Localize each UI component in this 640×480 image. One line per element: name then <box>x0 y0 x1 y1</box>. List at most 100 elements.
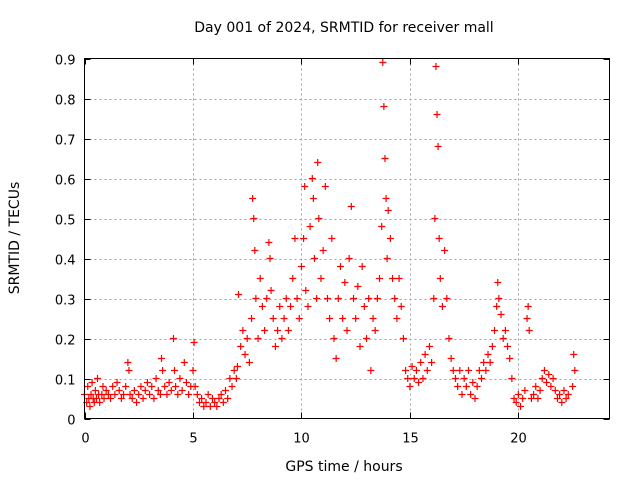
data-point <box>538 375 546 382</box>
data-point <box>250 215 258 222</box>
data-point <box>248 315 256 322</box>
data-point <box>115 387 123 394</box>
data-point <box>100 395 108 402</box>
x-axis-label: GPS time / hours <box>285 459 402 475</box>
data-point <box>159 367 167 374</box>
data-point <box>389 275 397 282</box>
y-tick-label: 0.2 <box>55 334 76 349</box>
data-point <box>172 383 180 390</box>
data-point <box>128 395 136 402</box>
data-point <box>326 315 334 322</box>
data-point <box>435 235 443 242</box>
data-point <box>133 399 141 406</box>
data-point <box>176 375 184 382</box>
data-points <box>81 59 579 410</box>
data-point <box>558 399 566 406</box>
data-point <box>163 391 171 398</box>
data-point <box>547 383 555 390</box>
data-point <box>356 343 364 350</box>
data-point <box>169 335 177 342</box>
data-point <box>243 335 251 342</box>
data-point <box>148 383 156 390</box>
data-point <box>471 395 479 402</box>
plot-frame <box>84 58 610 419</box>
data-point <box>415 379 423 386</box>
data-point <box>254 335 262 342</box>
data-point <box>494 279 502 286</box>
data-point <box>460 375 468 382</box>
data-point <box>458 391 466 398</box>
x-tick-label: 5 <box>189 432 197 447</box>
data-point <box>249 195 257 202</box>
data-point <box>495 295 503 302</box>
x-tick-label: 10 <box>293 432 310 447</box>
data-point <box>551 387 559 394</box>
data-point <box>314 159 322 166</box>
data-point <box>354 283 362 290</box>
data-point <box>486 359 494 366</box>
data-point <box>230 367 238 374</box>
data-point <box>343 327 351 334</box>
data-point <box>263 295 271 302</box>
data-point <box>86 403 94 410</box>
data-point <box>278 335 286 342</box>
data-point <box>445 335 453 342</box>
data-point <box>258 303 266 310</box>
data-point <box>358 263 366 270</box>
data-point <box>204 391 212 398</box>
data-point <box>451 375 459 382</box>
data-point <box>310 255 318 262</box>
data-point <box>382 195 390 202</box>
data-point <box>87 391 95 398</box>
data-point <box>124 359 132 366</box>
data-point <box>150 395 158 402</box>
data-point <box>334 295 342 302</box>
data-point <box>295 315 303 322</box>
data-point <box>521 387 529 394</box>
data-point <box>302 287 310 294</box>
data-point <box>94 375 102 382</box>
data-point <box>560 387 568 394</box>
data-point <box>171 367 179 374</box>
data-point <box>360 303 368 310</box>
data-point <box>433 111 441 118</box>
data-point <box>266 255 274 262</box>
data-point <box>137 383 145 390</box>
data-point <box>245 359 253 366</box>
data-point <box>211 399 219 406</box>
data-point <box>449 367 457 374</box>
data-point <box>443 295 451 302</box>
data-point <box>287 303 295 310</box>
data-point <box>213 403 221 410</box>
data-point <box>297 263 305 270</box>
data-point <box>301 183 309 190</box>
data-point <box>523 315 531 322</box>
data-point <box>267 287 275 294</box>
data-point <box>139 395 147 402</box>
data-point <box>96 399 104 406</box>
data-point <box>226 375 234 382</box>
data-point <box>330 335 338 342</box>
data-point <box>304 303 312 310</box>
data-point <box>402 367 410 374</box>
y-tick-label: 0 <box>67 414 75 429</box>
data-point <box>536 387 544 394</box>
data-point <box>319 247 327 254</box>
data-point <box>404 375 412 382</box>
data-point <box>491 327 499 334</box>
data-point <box>570 351 578 358</box>
data-point <box>313 295 321 302</box>
data-point <box>556 391 564 398</box>
data-point <box>365 295 373 302</box>
data-point <box>519 395 527 402</box>
data-point <box>501 327 509 334</box>
data-point <box>102 387 110 394</box>
data-point <box>497 311 505 318</box>
data-point <box>300 235 308 242</box>
data-point <box>185 391 193 398</box>
data-point <box>527 395 535 402</box>
data-point <box>369 315 377 322</box>
data-point <box>154 387 162 394</box>
x-tick-label: 15 <box>402 432 419 447</box>
